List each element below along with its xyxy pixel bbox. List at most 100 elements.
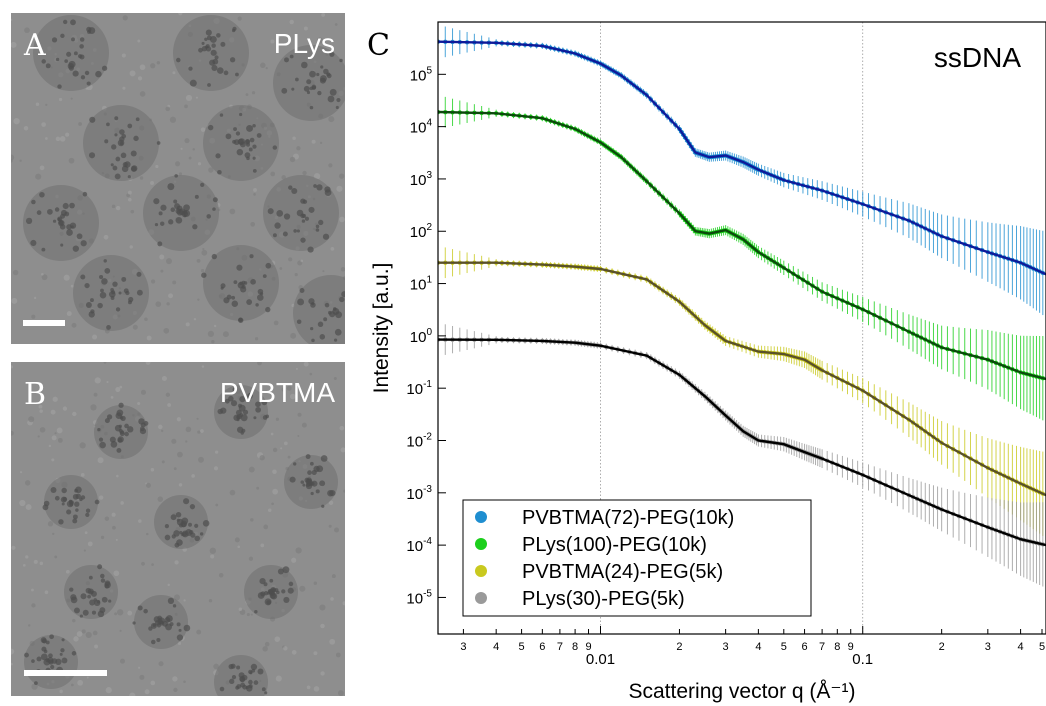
particle-grain <box>257 294 264 301</box>
background-grain <box>250 518 254 522</box>
particle-grain <box>151 639 156 645</box>
background-grain <box>287 455 291 459</box>
particle-grain <box>315 228 320 232</box>
particle-grain <box>201 46 208 52</box>
particle-grain <box>106 325 111 330</box>
particle-grain <box>188 522 192 527</box>
particle-grain <box>85 512 90 517</box>
particle-grain <box>306 90 311 95</box>
background-grain <box>115 205 121 211</box>
particle-grain <box>272 233 277 238</box>
particle-grain <box>182 531 187 537</box>
background-grain <box>24 27 30 34</box>
background-grain <box>57 437 63 443</box>
background-grain <box>70 284 74 288</box>
particle-grain <box>104 580 111 586</box>
background-grain <box>35 102 40 106</box>
particle-grain <box>174 203 180 210</box>
particle-grain <box>229 57 236 63</box>
particle-grain <box>235 131 241 136</box>
particle-grain <box>110 296 115 300</box>
background-grain <box>119 385 123 389</box>
particle-grain <box>49 634 55 640</box>
background-grain <box>68 157 75 164</box>
background-grain <box>45 137 48 140</box>
particle-grain <box>88 27 96 35</box>
background-grain <box>202 248 205 251</box>
particle-grain <box>284 57 289 63</box>
particle-grain <box>58 519 64 525</box>
particle-grain <box>75 508 79 512</box>
background-grain <box>295 547 302 554</box>
background-grain <box>37 435 40 438</box>
particle-grain <box>317 90 322 96</box>
background-grain <box>213 324 217 328</box>
particle-grain <box>31 659 35 663</box>
particle-grain <box>52 219 57 223</box>
particle-grain <box>124 431 129 437</box>
y-tick-label: 10-2 <box>406 431 432 450</box>
background-grain <box>132 324 138 330</box>
particle-grain <box>183 209 191 217</box>
particle-grain <box>168 219 174 225</box>
background-grain <box>50 409 56 415</box>
background-grain <box>138 519 142 523</box>
background-grain <box>211 340 215 344</box>
particle-grain <box>118 402 124 408</box>
background-grain <box>208 167 214 173</box>
background-grain <box>300 259 304 263</box>
particle-grain <box>205 46 212 52</box>
particle-grain <box>106 122 110 127</box>
background-grain <box>313 651 318 656</box>
particle-grain <box>167 183 175 191</box>
background-grain <box>112 525 116 530</box>
background-grain <box>110 396 114 399</box>
background-grain <box>11 545 16 550</box>
particle-grain <box>175 217 183 224</box>
background-grain <box>299 585 306 592</box>
particle-grain <box>79 37 85 42</box>
background-grain <box>11 41 17 48</box>
background-grain <box>141 561 145 566</box>
background-grain <box>265 67 268 70</box>
particle-grain <box>210 49 217 56</box>
particle-grain <box>287 587 294 594</box>
particle-grain <box>239 675 246 682</box>
particle-grain <box>160 204 167 211</box>
particle-grain <box>308 206 315 213</box>
particle-grain <box>127 123 133 129</box>
particle-grain <box>57 217 61 221</box>
particle-grain <box>319 480 326 487</box>
particle-grain <box>313 184 317 188</box>
particle-grain <box>51 37 58 43</box>
particle-grain <box>282 566 290 574</box>
particle-grain <box>318 219 324 226</box>
particle-grain <box>257 668 264 675</box>
particle-grain <box>64 211 70 217</box>
particle-grain <box>320 65 324 69</box>
particle-grain <box>220 283 226 289</box>
particle-grain <box>62 202 69 210</box>
particle-grain <box>238 403 243 408</box>
background-grain <box>150 680 156 686</box>
background-grain <box>158 661 164 667</box>
background-grain <box>270 39 275 44</box>
particle-grain <box>190 532 196 538</box>
particle-grain <box>41 247 46 252</box>
particle-grain <box>73 607 80 614</box>
particle-grain <box>95 70 102 78</box>
particle-grain <box>61 638 65 642</box>
particle-grain <box>128 296 134 303</box>
background-grain <box>176 417 181 422</box>
particle-grain <box>334 328 342 336</box>
background-grain <box>306 685 311 690</box>
particle-grain <box>305 454 311 460</box>
particle-grain <box>211 253 217 260</box>
background-grain <box>11 430 14 436</box>
particle-grain <box>248 392 253 397</box>
particle-grain <box>310 481 315 486</box>
particle-grain <box>215 153 221 159</box>
background-grain <box>11 297 18 304</box>
particle-grain <box>211 64 218 72</box>
particle-grain <box>233 280 238 285</box>
